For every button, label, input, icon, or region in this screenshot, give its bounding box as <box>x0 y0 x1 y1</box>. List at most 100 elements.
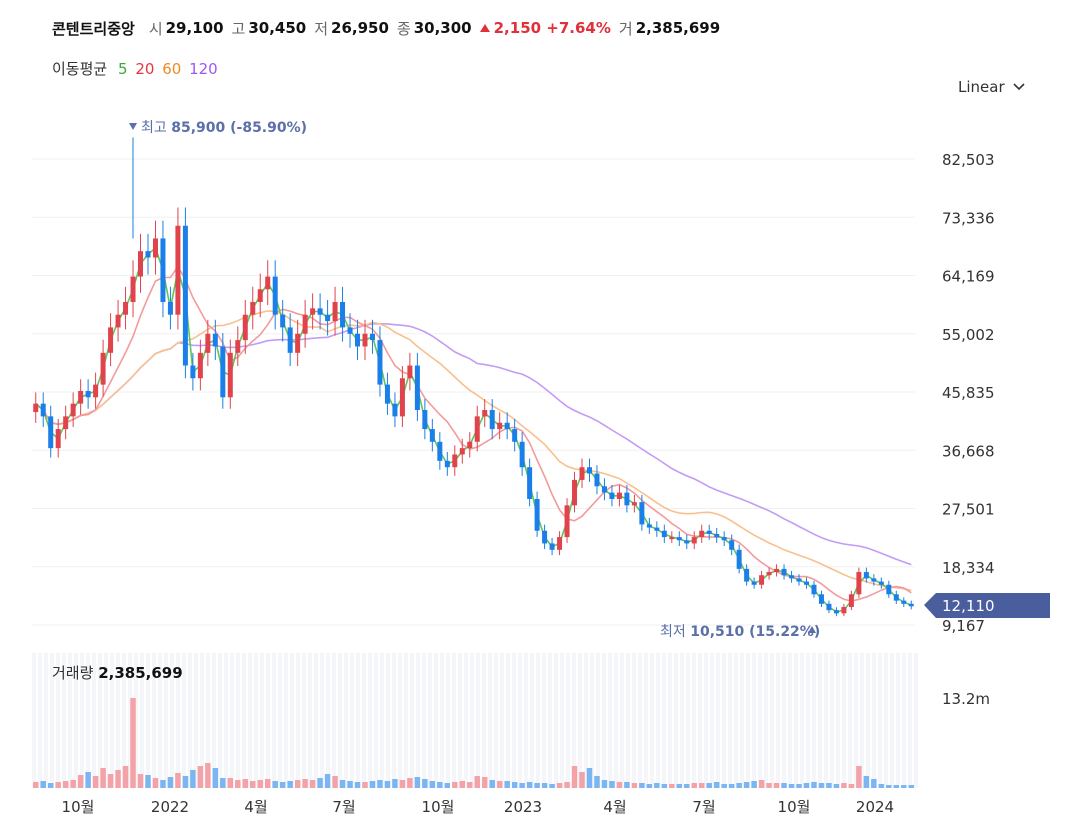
volume-bar <box>766 783 772 788</box>
candle-body <box>871 578 877 582</box>
volume-bar <box>871 779 877 788</box>
candle-body <box>467 441 473 449</box>
candle-body <box>901 600 907 604</box>
candle-body <box>325 314 331 322</box>
ma-120[interactable]: 120 <box>189 60 218 78</box>
volume-bar <box>811 782 817 788</box>
volume-bar <box>235 780 241 788</box>
volume-bar <box>586 768 593 788</box>
volume-value: 2,385,699 <box>635 19 721 37</box>
volume-panel-bg <box>32 653 918 788</box>
volume-bar <box>205 763 211 788</box>
volume-bar <box>107 774 114 788</box>
volume-bar <box>661 784 668 788</box>
volume-bar <box>571 766 578 788</box>
candle-body <box>908 603 914 607</box>
volume-bar <box>826 783 832 788</box>
volume-bar <box>706 783 712 788</box>
volume-bar <box>85 772 91 788</box>
x-axis: 10월 2022 4월 7월 10월 2023 4월 7월 10월 2024 <box>62 798 895 816</box>
candle-body <box>489 410 495 430</box>
volume-bar <box>654 783 660 788</box>
candle-body <box>601 486 607 493</box>
candle-body <box>414 365 420 411</box>
volume-bar <box>669 784 675 788</box>
volume-bar <box>601 780 608 788</box>
candle-body <box>676 537 682 541</box>
volume-bar <box>40 781 46 788</box>
candle-body <box>549 543 555 550</box>
volume-bar <box>55 782 61 788</box>
candle-body <box>152 238 158 258</box>
volume-axis-label: 13.2m <box>942 690 990 708</box>
volume-panel-label: 거래량 2,385,699 <box>52 664 183 682</box>
candle-body <box>646 524 652 528</box>
ma-5[interactable]: 5 <box>117 60 128 78</box>
volume-bar <box>317 778 323 788</box>
candle-body <box>108 327 114 353</box>
volume-bar <box>182 776 189 788</box>
candle-body <box>340 301 346 328</box>
scale-selector[interactable]: Linear <box>958 78 1025 96</box>
volume-bar <box>339 780 346 788</box>
volume-bar <box>788 784 795 788</box>
y-tick-label: 55,002 <box>942 326 995 344</box>
candle-body <box>175 225 181 315</box>
volume-bar <box>77 775 84 788</box>
volume-bar <box>631 783 638 788</box>
volume-bar <box>818 783 825 788</box>
y-tick-label: 27,501 <box>942 501 995 519</box>
candle-body <box>766 572 772 576</box>
y-tick-label: 36,668 <box>942 442 995 460</box>
candle-body <box>407 365 413 379</box>
candle-body <box>459 448 465 455</box>
volume-bar <box>137 774 144 788</box>
volume-bar <box>422 779 428 788</box>
volume-bar <box>579 772 585 788</box>
volume-bar <box>511 782 518 788</box>
candle-body <box>841 606 847 614</box>
y-tick-label: 45,835 <box>942 384 995 402</box>
candle-body <box>729 540 735 550</box>
volume-bar <box>377 780 383 788</box>
ma-20[interactable]: 20 <box>135 60 155 78</box>
ma-60[interactable]: 60 <box>162 60 182 78</box>
candle-body <box>482 410 488 417</box>
volume-bar <box>698 783 705 788</box>
candle-body <box>40 403 46 417</box>
candle-body <box>691 537 697 544</box>
candle-body <box>70 403 76 417</box>
candle-body <box>856 572 862 595</box>
volume-bar <box>781 783 787 788</box>
candle-body <box>444 460 450 468</box>
open-value: 29,100 <box>165 19 224 37</box>
volume-bar <box>467 782 473 788</box>
price-header: 콘텐트리중앙 시 29,100 고 30,450 저 26,950 종 30,3… <box>52 16 728 40</box>
candle-body <box>317 308 323 315</box>
close-label: 종 <box>396 19 411 38</box>
candle-body <box>669 537 675 540</box>
volume-bar <box>728 784 735 788</box>
candle-body <box>93 384 99 398</box>
candle-body <box>227 352 233 398</box>
x-tick-label: 10월 <box>422 798 455 816</box>
volume-bar <box>437 782 443 788</box>
candle-body <box>115 314 121 328</box>
max-value: 85,900 (-85.90%) <box>171 120 307 136</box>
volume-bar <box>264 779 271 788</box>
volume-bar <box>833 784 840 788</box>
volume-bar <box>115 770 121 788</box>
high-label: 고 <box>231 19 246 38</box>
candle-body <box>138 251 144 277</box>
x-tick-label: 7월 <box>332 798 355 816</box>
y-tick-label: 9,167 <box>942 617 985 635</box>
candle-body <box>242 314 248 341</box>
volume-bar <box>384 781 391 788</box>
volume-bar <box>541 783 548 788</box>
candle-body <box>654 527 660 531</box>
volume-bar <box>279 782 286 788</box>
candle-body <box>235 340 241 353</box>
candle-body <box>347 327 353 334</box>
candle-body <box>774 568 780 573</box>
